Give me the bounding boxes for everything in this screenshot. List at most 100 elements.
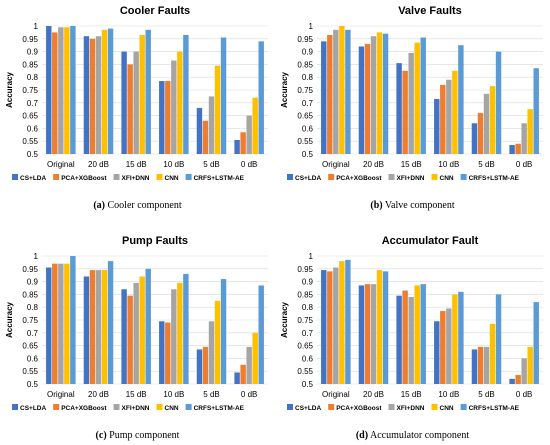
y-tick-label: 0.75 [22,86,38,95]
bar-crfs-lstm-ae [533,302,539,384]
bar-pca-xgboost [89,38,96,154]
legend-label: PCA+XGBoost [61,175,107,182]
bar-crfs-lstm-ae [420,284,426,384]
bar-crfs-lstm-ae [145,29,151,155]
legend-label: XFI+DNN [397,175,425,182]
bar-xfi-dnn [483,346,490,384]
bar-cnn [414,285,420,384]
y-tick-label: 0.95 [297,35,313,44]
bar-cnn [214,65,221,154]
bar-crfs-lstm-ae [345,259,351,384]
caption-c-text: Pump component [109,430,180,441]
y-tick-label: 0.9 [27,48,39,57]
bar-pca-xgboost [52,263,58,384]
y-tick-label: 0.55 [297,137,313,146]
bar-pca-xgboost [240,364,246,384]
bar-cs-lda [396,63,402,155]
y-tick-label: 0.8 [302,303,314,312]
y-tick-label: 0.7 [27,329,39,338]
bar-xfi-dnn [408,52,414,154]
bar-cnn [177,282,183,384]
x-tick-label: 15 dB [401,160,422,169]
legend-swatch [53,404,60,410]
bar-xfi-dnn [408,296,414,384]
bar-cs-lda [46,26,52,154]
legend-label: PCA+XGBoost [61,405,107,412]
y-tick-label: 0.6 [302,124,314,133]
caption-b-label: (b) [370,200,383,211]
x-tick-label: Original [47,390,75,399]
bar-cs-lda [358,46,365,155]
chart-title: Valve Faults [398,5,462,17]
bar-cnn [64,263,70,384]
bar-crfs-lstm-ae [495,51,502,154]
bar-cs-lda [196,349,203,384]
bar-cs-lda [471,123,478,154]
bar-cnn [139,276,145,384]
legend-swatch [185,174,192,180]
bar-xfi-dnn [333,29,339,155]
y-tick-label: 0.6 [27,124,39,133]
caption-a: (a) Cooler component [0,200,275,211]
bar-cs-lda [83,276,90,384]
bar-cnn [214,300,221,384]
bar-cnn [489,86,496,154]
y-tick-label: 0.9 [302,48,314,57]
x-tick-label: 0 dB [516,390,532,399]
y-tick-label: 0.55 [22,367,38,376]
bar-xfi-dnn [208,96,215,154]
bar-pca-xgboost [440,311,446,384]
bar-xfi-dnn [246,115,252,154]
legend-label: CNN [440,405,454,412]
y-tick-label: 0.9 [302,278,314,287]
legend-swatch [388,404,395,410]
bar-xfi-dnn [171,289,177,384]
legend-swatch [388,174,395,180]
legend-swatch [287,404,293,410]
y-tick-label: 0.95 [297,265,313,274]
legend-label: CS+LDA [20,175,46,182]
y-tick-label: 0.95 [22,265,38,274]
bar-crfs-lstm-ae [220,279,227,384]
legend-swatch [287,174,293,180]
y-tick-label: 1 [309,22,314,31]
y-tick-label: 0.85 [297,60,313,69]
bar-xfi-dnn [171,60,177,155]
x-tick-label: 5 dB [478,390,494,399]
bar-xfi-dnn [446,308,452,384]
legend-swatch [460,174,467,180]
bar-pca-xgboost [89,270,96,384]
x-tick-label: 10 dB [163,160,184,169]
bar-cnn [489,323,496,384]
bar-crfs-lstm-ae [458,45,464,155]
bar-xfi-dnn [58,27,64,155]
caption-d-text: Accumulator component [370,430,470,441]
bar-cnn [527,109,533,154]
bar-cnn [177,51,183,154]
bar-pca-xgboost [202,346,209,384]
bar-cnn [376,32,383,154]
chart-title: Pump Faults [122,235,188,247]
bar-xfi-dnn [133,51,139,154]
y-tick-label: 0.85 [22,290,38,299]
bar-pca-xgboost [52,32,58,154]
bar-crfs-lstm-ae [495,294,502,384]
caption-b-text: Valve component [384,200,455,211]
bar-cnn [101,29,108,155]
bar-crfs-lstm-ae [458,291,464,384]
bar-pca-xgboost [327,271,333,384]
x-tick-label: 10 dB [438,160,459,169]
chart-panel-3: Accumulator Fault 0.5 0.55 0.6 0.65 0.7 0.75 0.… [280,235,543,412]
bar-cnn [339,261,345,384]
x-tick-label: 5 dB [203,390,219,399]
bar-cnn [414,42,420,154]
legend-label: CNN [165,175,179,182]
y-tick-label: 0.8 [302,73,314,82]
bar-xfi-dnn [133,282,139,384]
legend-swatch [12,404,18,410]
bar-pca-xgboost [364,284,371,384]
chart-panel-1: Valve Faults 0.5 0.55 0.6 0.65 0.7 0.75 0.8 0.85… [280,5,543,182]
y-axis-label: Accuracy [5,71,14,108]
x-tick-label: 20 dB [363,390,384,399]
bar-cs-lda [509,145,515,154]
